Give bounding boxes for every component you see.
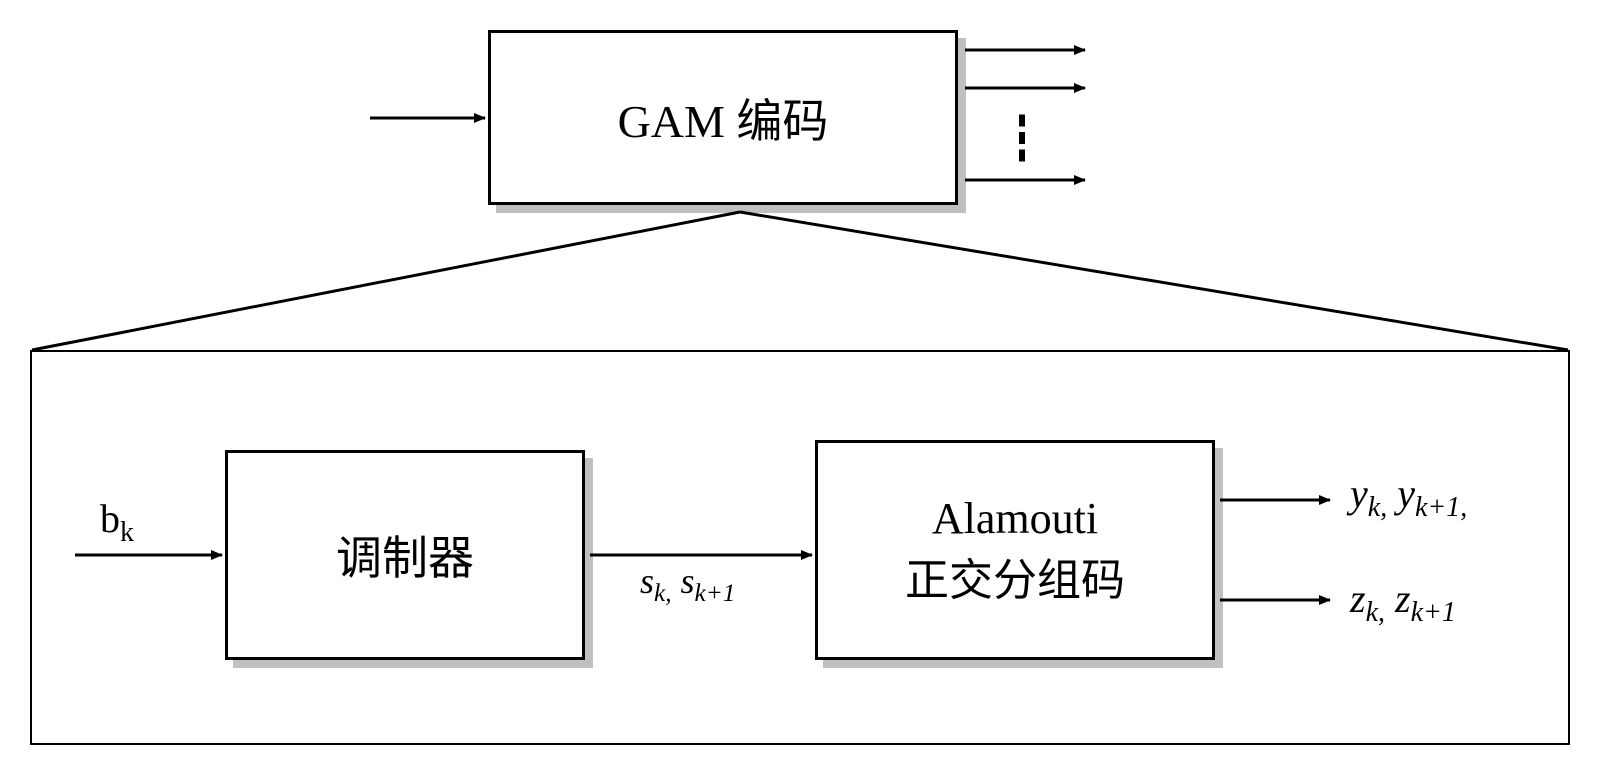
gam-encoder-box: GAM 编码 <box>488 30 958 205</box>
alamouti-line2: 正交分组码 <box>905 544 1125 608</box>
signal-sk-label: sk, sk+1 <box>640 560 735 608</box>
alamouti-line1: Alamouti <box>932 493 1098 544</box>
diagram-stage: GAM 编码 调制器 Alamouti 正交分组码 bk sk, sk+1 yk… <box>0 0 1605 770</box>
output-zk-label: zk, zk+1 <box>1350 575 1456 629</box>
gam-encoder-label: GAM 编码 <box>618 85 829 151</box>
modulator-label: 调制器 <box>336 522 474 588</box>
output-yk-label: yk, yk+1, <box>1350 470 1467 524</box>
alamouti-box: Alamouti 正交分组码 <box>815 440 1215 660</box>
input-bk-label: bk <box>100 495 134 549</box>
modulator-box: 调制器 <box>225 450 585 660</box>
